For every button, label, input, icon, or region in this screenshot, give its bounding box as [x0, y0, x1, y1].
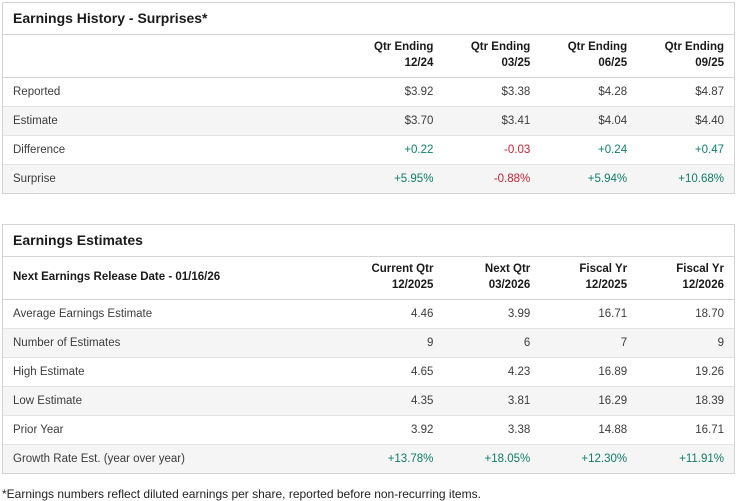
cell: 6	[443, 328, 541, 358]
history-column-header-1: Qtr Ending 12/24	[346, 35, 444, 79]
cell: $4.28	[598, 86, 628, 99]
estimates-column-header-4: Fiscal Yr 12/2026	[637, 257, 734, 301]
cell-positive: +0.22	[346, 135, 444, 165]
table-row-prior-year: Prior Year 3.92 3.38 14.88 16.71	[3, 415, 734, 445]
column-header-line1: Current Qtr	[371, 263, 434, 276]
history-header-row: Qtr Ending 12/24 Qtr Ending 03/25 Qtr Endi…	[3, 35, 734, 79]
history-column-header-2: Qtr Ending 03/25	[443, 35, 541, 79]
cell-positive: +5.95%	[346, 164, 444, 194]
cell: $4.40	[637, 106, 734, 136]
column-header-line2: 12/2025	[391, 278, 434, 291]
history-column-header-4: Qtr Ending 09/25	[637, 35, 734, 79]
column-header-line1: Qtr Ending	[470, 41, 531, 53]
estimates-column-header-3: Fiscal Yr 12/2025	[540, 257, 638, 301]
table-row-high-estimate: High Estimate 4.65 4.23 16.89 19.26	[3, 357, 734, 387]
cell: $3.38	[501, 86, 531, 99]
cell-positive: +0.47	[637, 135, 734, 165]
cell: 4.65	[346, 357, 444, 387]
footnote: *Earnings numbers reflect diluted earnin…	[2, 487, 481, 501]
column-header-line1: Qtr Ending	[374, 41, 434, 53]
cell: $4.04	[540, 106, 638, 136]
column-header-line1: Qtr Ending	[664, 41, 724, 53]
row-label: Estimate	[3, 106, 347, 136]
row-label: Reported	[13, 86, 61, 99]
cell: 14.88	[540, 415, 638, 445]
cell-positive: +13.78%	[346, 444, 444, 474]
row-label: Surprise	[3, 164, 347, 194]
cell: $3.92	[404, 86, 434, 99]
cell: 19.26	[637, 357, 734, 387]
earnings-history-card: Earnings History - Surprises* Qtr Ending…	[2, 2, 735, 195]
column-header-line1: Qtr Ending	[567, 41, 628, 53]
row-label: Number of Estimates	[3, 328, 347, 358]
cell-positive: +12.30%	[540, 444, 638, 474]
cell-positive: +5.94%	[540, 164, 638, 194]
column-header-line2: 09/25	[695, 56, 724, 69]
cell: 3.81	[443, 386, 541, 416]
cell-negative: -0.88%	[443, 164, 541, 194]
row-label: High Estimate	[3, 357, 347, 387]
history-header-spacer	[3, 35, 347, 79]
cell: 18.70	[695, 308, 724, 321]
table-row-low-estimate: Low Estimate 4.35 3.81 16.29 18.39	[3, 386, 734, 416]
estimates-header-row: Next Earnings Release Date - 01/16/26 Cu…	[3, 257, 734, 301]
history-column-header-3: Qtr Ending 06/25	[540, 35, 638, 79]
table-row-growth-rate-est: Growth Rate Est. (year over year) +13.78…	[3, 444, 734, 474]
row-label: Growth Rate Est. (year over year)	[3, 444, 347, 474]
column-header-line1: Next Qtr	[484, 263, 531, 276]
estimates-column-header-1: Current Qtr 12/2025	[346, 257, 444, 301]
cell: 16.71	[637, 415, 734, 445]
table-row-number-of-estimates: Number of Estimates 9 6 7 9	[3, 328, 734, 358]
cell: 4.35	[346, 386, 444, 416]
earnings-estimates-title: Earnings Estimates	[3, 225, 734, 258]
cell: 16.71	[598, 308, 628, 321]
earnings-estimates-card: Earnings Estimates Next Earnings Release…	[2, 224, 735, 475]
cell-negative: -0.03	[443, 135, 541, 165]
table-row-difference: Difference +0.22 -0.03 +0.24 +0.47	[3, 135, 734, 165]
cell: 3.99	[507, 308, 531, 321]
earnings-estimates-table: Next Earnings Release Date - 01/16/26 Cu…	[3, 257, 734, 474]
cell: 3.92	[346, 415, 444, 445]
cell: 9	[637, 328, 734, 358]
cell-positive: +18.05%	[443, 444, 541, 474]
cell: 16.29	[540, 386, 638, 416]
cell: 4.23	[443, 357, 541, 387]
earnings-history-table: Qtr Ending 12/24 Qtr Ending 03/25 Qtr Endi…	[3, 35, 734, 194]
column-header-line2: 03/25	[501, 56, 531, 69]
cell: 18.39	[637, 386, 734, 416]
row-label: Average Earnings Estimate	[13, 308, 153, 321]
cell: $4.87	[695, 86, 724, 99]
column-header-line2: 12/2026	[682, 278, 724, 291]
cell: 9	[346, 328, 444, 358]
row-label: Prior Year	[3, 415, 347, 445]
cell: 16.89	[540, 357, 638, 387]
row-label: Difference	[3, 135, 347, 165]
column-header-line1: Fiscal Yr	[676, 263, 724, 276]
column-header-line2: 12/24	[404, 56, 434, 69]
column-header-line2: 12/2025	[585, 278, 628, 291]
column-header-line1: Fiscal Yr	[579, 263, 628, 276]
table-row-estimate: Estimate $3.70 $3.41 $4.04 $4.40	[3, 106, 734, 136]
cell-positive: +11.91%	[637, 444, 734, 474]
column-header-line2: 06/25	[598, 56, 628, 69]
cell-positive: +10.68%	[637, 164, 734, 194]
cell: 3.38	[443, 415, 541, 445]
estimates-column-header-2: Next Qtr 03/2026	[443, 257, 541, 301]
cell-positive: +0.24	[540, 135, 638, 165]
column-header-line2: 03/2026	[488, 278, 531, 291]
cell: 4.46	[411, 308, 434, 321]
table-row-average-earnings-estimate: Average Earnings Estimate 4.46 3.99 16.7…	[3, 300, 734, 329]
table-row-surprise: Surprise +5.95% -0.88% +5.94% +10.68%	[3, 164, 734, 194]
row-label: Low Estimate	[3, 386, 347, 416]
table-row-reported: Reported $3.92 $3.38 $4.28 $4.87	[3, 78, 734, 107]
next-earnings-release-date: Next Earnings Release Date - 01/16/26	[3, 257, 347, 301]
cell: $3.41	[443, 106, 541, 136]
cell: 7	[540, 328, 638, 358]
earnings-history-title: Earnings History - Surprises*	[3, 3, 734, 35]
cell: $3.70	[346, 106, 444, 136]
